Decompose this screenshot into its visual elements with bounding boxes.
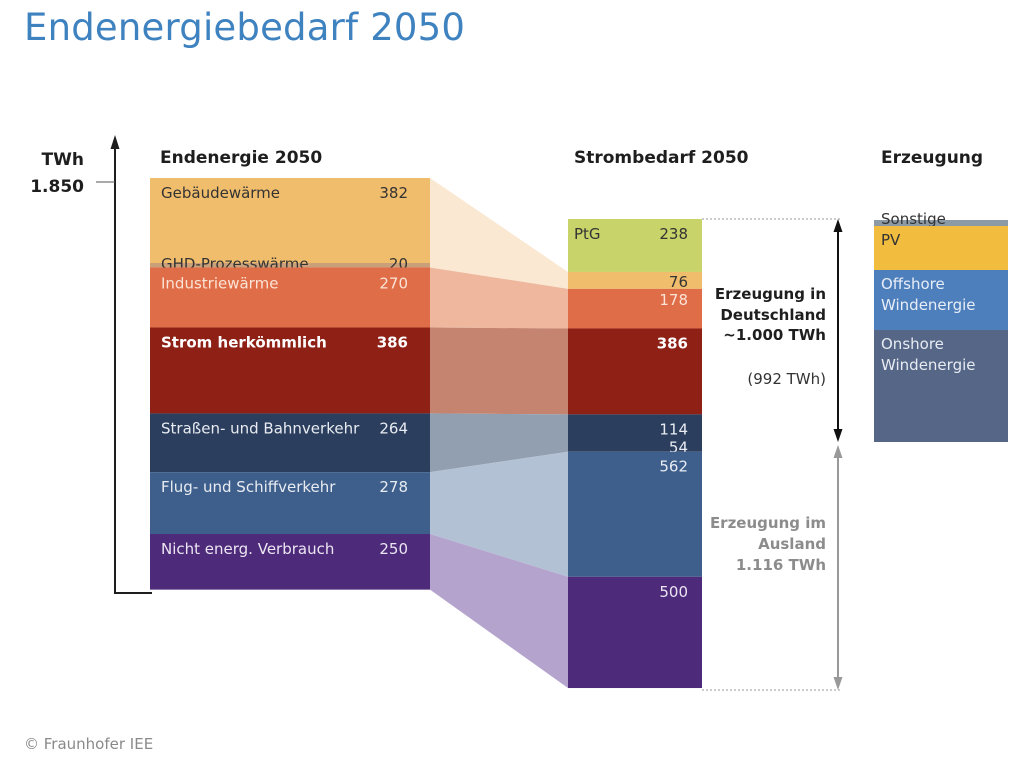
annotation-abroad-line1: Erzeugung im (710, 514, 826, 532)
axis-tick-label: 1.850 (30, 177, 84, 197)
segment-label: Offshore (881, 275, 945, 293)
arrow-down-icon (833, 677, 843, 690)
axis-unit-label: TWh (42, 150, 84, 170)
flow-band-4 (430, 413, 568, 473)
annotation-domestic-line1: Erzeugung in (715, 285, 826, 303)
segment-ptg (568, 219, 702, 272)
segment-strom-herkömmlich (150, 327, 430, 414)
y-axis: TWh 1.850 (30, 135, 152, 594)
column-header-erzeugung: Erzeugung (881, 148, 983, 168)
segment-value: 264 (379, 419, 408, 437)
flow-bands (430, 178, 568, 689)
segment-value: 76 (669, 273, 688, 291)
segment-value: 270 (379, 274, 408, 292)
annotation-domestic: Erzeugung in Deutschland ~1.000 TWh (992… (715, 285, 826, 388)
segment-straßen-und-bahnverkehr (150, 413, 430, 473)
column-header-strombedarf: Strombedarf 2050 (574, 148, 749, 168)
arrow-up-icon (833, 219, 843, 232)
arrow-down-icon (833, 429, 843, 442)
flow-band-2 (430, 267, 568, 329)
flow-band-1 (430, 178, 568, 289)
domestic-range-arrow (833, 219, 843, 442)
segment-76 (568, 271, 702, 289)
segment-offshore-windenergie (874, 270, 1008, 330)
segment-label: Industriewärme (161, 274, 278, 292)
segment-label: Windenergie (881, 356, 975, 374)
segment-label: PV (881, 231, 901, 249)
segment-label: Straßen- und Bahnverkehr (161, 419, 360, 437)
segment-industriewärme (150, 267, 430, 328)
segment-label: Flug- und Schiffverkehr (161, 478, 336, 496)
segment-pv (874, 226, 1008, 270)
segment-onshore-windenergie (874, 330, 1008, 442)
column-erzeugung: Sonstige PV Offshore Windenergie Onshore Wind… (874, 210, 1008, 442)
segment-ghd-prozesswärme (150, 262, 430, 268)
flow-band-5 (430, 451, 568, 577)
page-title: Endenergiebedarf 2050 (24, 6, 466, 49)
annotation-abroad-line3: 1.116 TWh (736, 556, 826, 574)
segment-value: 500 (659, 583, 688, 601)
column-header-endenergie: Endenergie 2050 (160, 148, 322, 168)
arrow-up-icon (833, 445, 843, 458)
segment-value: 178 (659, 291, 688, 309)
flow-band-3 (430, 327, 568, 415)
axis-arrow-icon (110, 135, 120, 149)
segment-label: Windenergie (881, 296, 975, 314)
segment-386 (568, 328, 702, 415)
segment-gebäudewärme (150, 178, 430, 263)
segment-nicht-energ-verbrauch (150, 534, 430, 590)
abroad-range-arrow (833, 445, 843, 690)
segment-flug-und-schiffverkehr (150, 472, 430, 534)
segment-value: 386 (377, 334, 408, 352)
segment-178 (568, 288, 702, 329)
annotation-domestic-line2: Deutschland (720, 306, 826, 324)
segment-label: Sonstige (881, 210, 946, 228)
segment-value: 278 (379, 478, 408, 496)
annotation-abroad-line2: Ausland (758, 535, 826, 553)
segment-sonstige (874, 220, 1008, 226)
segment-label: PtG (574, 225, 601, 243)
annotation-domestic-sub: (992 TWh) (747, 370, 826, 388)
segment-value: 114 (659, 420, 688, 438)
segment-value: 382 (379, 184, 408, 202)
segment-label: Nicht energ. Verbrauch (161, 540, 334, 558)
segment-562 (568, 451, 702, 577)
segment-value: 250 (379, 540, 408, 558)
segment-114-54 (568, 414, 702, 452)
annotation-domestic-line3: ~1.000 TWh (723, 326, 826, 344)
flow-band-6 (430, 534, 568, 689)
copyright-footer: © Fraunhofer IEE (24, 735, 154, 753)
annotation-abroad: Erzeugung im Ausland 1.116 TWh (710, 514, 826, 574)
segment-value: 386 (657, 334, 688, 352)
segment-label: Gebäudewärme (161, 184, 280, 202)
segment-value: 238 (659, 225, 688, 243)
segment-label: Onshore (881, 335, 944, 353)
segment-500 (568, 576, 702, 689)
segment-value: 562 (659, 458, 688, 476)
segment-label: Strom herkömmlich (161, 334, 327, 352)
